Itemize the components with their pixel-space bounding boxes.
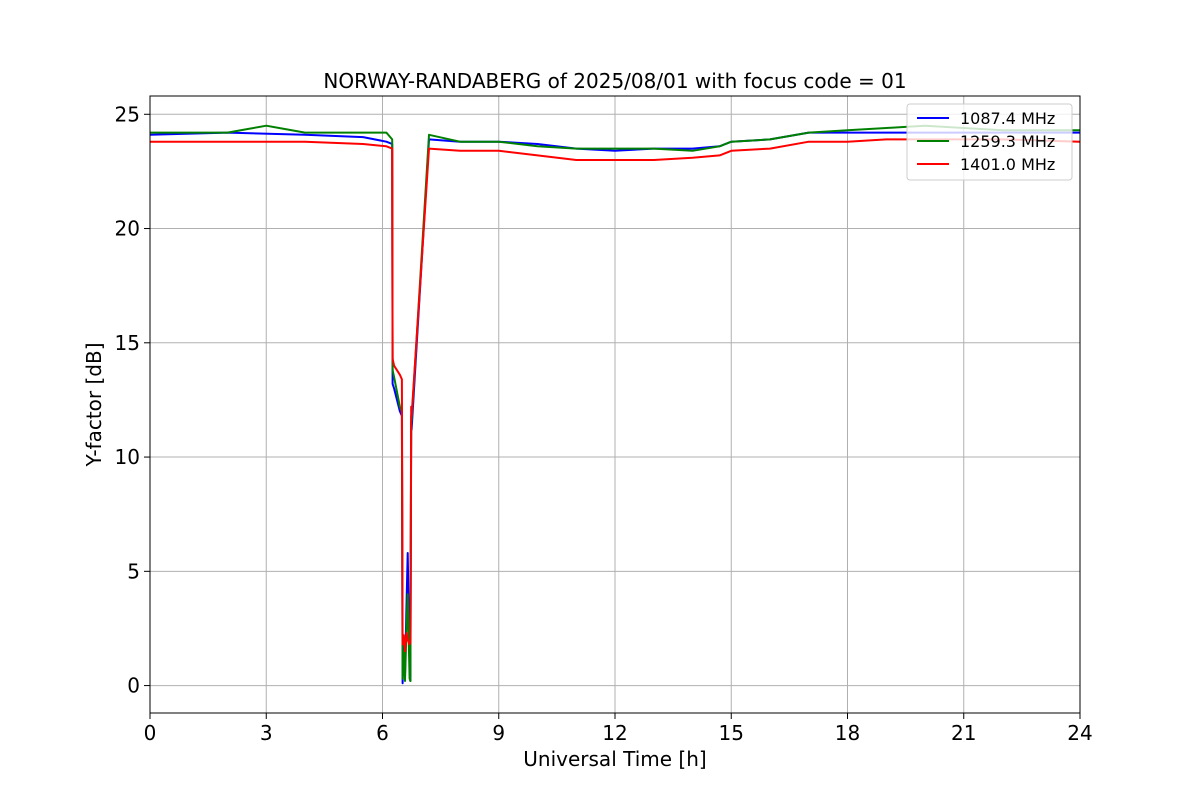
y-tick-label: 10 <box>115 445 140 469</box>
x-tick-label: 12 <box>602 721 627 745</box>
x-tick-label: 6 <box>376 721 389 745</box>
y-tick-label: 0 <box>127 674 140 698</box>
x-axis: 0 3 6 9 12 15 18 21 24 <box>144 713 1093 745</box>
legend-label: 1087.4 MHz <box>960 109 1055 128</box>
chart-title: NORWAY-RANDABERG of 2025/08/01 with focu… <box>323 69 906 93</box>
legend: 1087.4 MHz 1259.3 MHz 1401.0 MHz <box>906 103 1073 181</box>
series-line-3 <box>150 138 1081 653</box>
x-tick-label: 21 <box>951 721 976 745</box>
legend-label: 1259.3 MHz <box>960 132 1055 151</box>
y-axis: 0 5 10 15 20 25 <box>115 102 150 698</box>
y-tick-label: 25 <box>115 102 140 126</box>
x-tick-label: 15 <box>719 721 744 745</box>
y-tick-label: 15 <box>115 331 140 355</box>
legend-box <box>906 103 1073 181</box>
x-tick-label: 3 <box>260 721 273 745</box>
x-axis-label: Universal Time [h] <box>523 747 706 771</box>
x-tick-label: 18 <box>835 721 860 745</box>
x-tick-label: 0 <box>144 721 157 745</box>
legend-label: 1401.0 MHz <box>960 155 1055 174</box>
y-tick-label: 5 <box>127 559 140 583</box>
x-tick-label: 24 <box>1067 721 1092 745</box>
y-tick-label: 20 <box>115 217 140 241</box>
x-tick-label: 9 <box>492 721 505 745</box>
plot-series <box>149 124 1081 685</box>
y-axis-label: Y-factor [dB] <box>82 342 106 467</box>
